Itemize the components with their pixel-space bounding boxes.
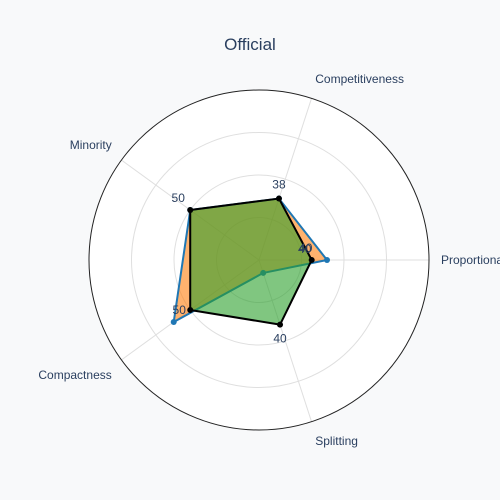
polar-outline <box>88 89 430 431</box>
data-label-splitting: 40 <box>273 332 287 346</box>
data-label-minority: 50 <box>172 191 186 205</box>
radar-series <box>170 195 330 328</box>
axis-label-splitting: Splitting <box>315 434 358 448</box>
series-1-point-proportionality <box>324 257 330 263</box>
series-2-point-compactness <box>187 306 194 313</box>
axis-label-minority: Minority <box>70 138 112 152</box>
data-label-compactness: 50 <box>173 303 187 317</box>
axis-label-proportionality: Proportionality <box>441 253 500 267</box>
data-label-competitiveness: 38 <box>272 178 286 192</box>
data-label-proportionality: 40 <box>298 242 312 256</box>
axis-label-competitiveness: Competitiveness <box>315 72 404 86</box>
series-1-point-compactness <box>170 318 177 325</box>
series-2-point-minority <box>187 207 194 214</box>
series-2-point-competitiveness <box>275 195 282 202</box>
series-2-area <box>189 197 313 326</box>
data-label-proportionality: 40 <box>299 241 313 255</box>
axis-label-compactness: Compactness <box>38 368 111 382</box>
series-2-point-splitting <box>277 321 284 328</box>
series-2-point-proportionality <box>308 257 315 263</box>
chart-title: Official <box>224 35 276 54</box>
radar-labels: Competitiveness Proportionality Splitting C… <box>38 72 500 448</box>
